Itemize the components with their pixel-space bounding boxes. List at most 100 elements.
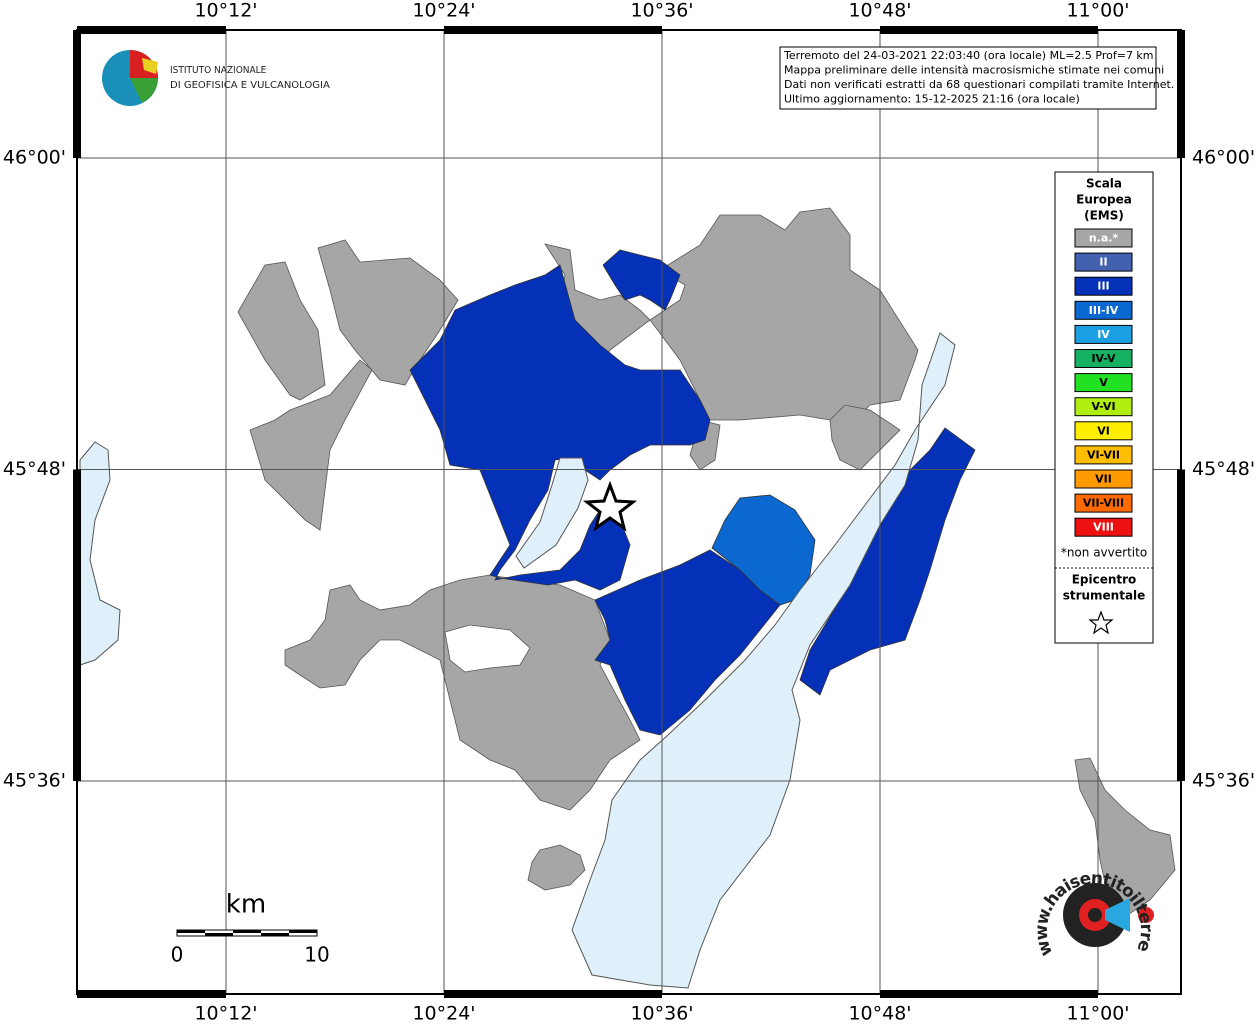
- legend-label: VII: [1095, 473, 1112, 486]
- legend-swatch: [1074, 469, 1133, 489]
- scale-unit: km: [226, 890, 266, 920]
- border-stripe: [77, 990, 226, 998]
- scale-start: 0: [171, 943, 184, 967]
- info-line: Ultimo aggiornamento: 15-12-2025 21:16 (…: [784, 93, 1080, 106]
- legend-swatch: [1074, 252, 1133, 272]
- logo-dot: [1138, 907, 1154, 923]
- legend-epicenter: strumentale: [1063, 589, 1146, 603]
- unmapped-area: [444, 624, 531, 673]
- legend-title: Scala: [1086, 177, 1122, 191]
- epicenter-star: [582, 480, 638, 532]
- latitude-label: 45°48': [3, 458, 66, 480]
- logo-text: ISTITUTO NAZIONALE: [170, 65, 267, 76]
- scale-bar: km 0 10: [171, 890, 330, 967]
- legend-label: III: [1097, 280, 1109, 293]
- logo-segment: [142, 58, 158, 74]
- logo-text: DI GEOFISICA E VULCANOLOGIA: [170, 80, 330, 91]
- legend-swatch: [1074, 397, 1133, 417]
- legend-label: n.a.*: [1089, 232, 1119, 245]
- municipality: [284, 574, 641, 811]
- map-area: [79, 207, 1176, 989]
- info-text: Terremoto del 24-03-2021 22:03:40 (ora l…: [783, 49, 1174, 106]
- legend-swatch: [1074, 276, 1133, 296]
- legend: ScalaEuropea(EMS)n.a.*IIIIIIII-IVIVIV-VV…: [1061, 177, 1147, 603]
- info-line: Terremoto del 24-03-2021 22:03:40 (ora l…: [783, 49, 1154, 62]
- border-stripe: [73, 469, 81, 781]
- municipality: [317, 239, 459, 386]
- legend-swatch: [1074, 228, 1133, 248]
- legend-note: *non avvertito: [1061, 546, 1147, 560]
- frame-border: [73, 26, 1185, 998]
- legend-star: [1088, 610, 1114, 635]
- latitude-label: 45°36': [3, 770, 66, 792]
- info-line: Dati non verificati estratti da 68 quest…: [784, 78, 1174, 91]
- legend-label: IV-V: [1091, 352, 1116, 365]
- legend-label: VIII: [1093, 521, 1114, 534]
- scale-bar-segment: [261, 933, 289, 936]
- scale-bar-segment: [177, 930, 205, 933]
- municipality: [249, 359, 373, 531]
- municipality-iii-iv: [711, 494, 816, 606]
- legend-label: II: [1099, 256, 1107, 269]
- longitude-label: 10°24': [412, 1003, 475, 1025]
- border-stripe: [1177, 469, 1185, 781]
- municipality: [409, 264, 711, 591]
- latitude-label: 46°00': [1192, 147, 1255, 169]
- scale-bar-segment: [233, 930, 261, 933]
- legend-title: (EMS): [1084, 209, 1124, 223]
- longitude-label: 10°36': [630, 1003, 693, 1025]
- legend-swatch: [1074, 517, 1133, 537]
- border-stripe: [444, 26, 662, 34]
- legend-label: VII-VIII: [1083, 497, 1124, 510]
- border-stripe: [880, 990, 1098, 998]
- municipality: [237, 261, 326, 401]
- longitude-label: 10°24': [412, 0, 475, 22]
- municipality: [799, 427, 976, 696]
- legend-swatch: [1074, 493, 1133, 513]
- legend-swatch: [1074, 445, 1133, 465]
- municipality: [1074, 757, 1176, 921]
- municipality: [527, 844, 586, 891]
- legend-label: VI: [1097, 424, 1110, 437]
- legend-label: V: [1099, 376, 1108, 389]
- ingv-logo: ISTITUTO NAZIONALE DI GEOFISICA E VULCAN…: [102, 50, 330, 106]
- legend-swatch: [1074, 349, 1133, 368]
- scale-bar-segment: [289, 930, 317, 933]
- logo-circle: [1088, 908, 1102, 922]
- legend-label: V-VI: [1091, 400, 1115, 413]
- info-line: Mappa preliminare delle intensità macros…: [784, 64, 1164, 77]
- border-stripe: [444, 990, 662, 998]
- municipalities-na: [237, 207, 1176, 921]
- latitude-label: 46°00': [3, 147, 66, 169]
- scale-end: 10: [304, 943, 329, 967]
- coordinate-labels: 10°12' 10°12' 10°24' 10°24' 10°36' 10°36' 10°4…: [3, 0, 1255, 1025]
- legend-title: Europea: [1076, 193, 1132, 207]
- lake: [571, 332, 956, 989]
- longitude-label: 10°48': [848, 0, 911, 22]
- longitude-label: 10°12': [194, 0, 257, 22]
- longitude-label: 11°00': [1066, 0, 1129, 22]
- legend-epicenter: Epicentro: [1072, 573, 1137, 587]
- border-stripe: [77, 26, 226, 34]
- border-stripe: [1177, 30, 1185, 158]
- latitude-label: 45°48': [1192, 458, 1255, 480]
- border-stripe: [880, 26, 1098, 34]
- logo-speaker: [1105, 898, 1130, 932]
- longitude-label: 11°00': [1066, 1003, 1129, 1025]
- legend-label: VI-VII: [1087, 448, 1120, 461]
- lake: [79, 441, 121, 666]
- legend-swatch: [1074, 373, 1133, 393]
- longitude-label: 10°36': [630, 0, 693, 22]
- info-box: [779, 46, 1157, 110]
- longitude-label: 10°48': [848, 1003, 911, 1025]
- latitude-label: 45°36': [1192, 770, 1255, 792]
- longitude-label: 10°12': [194, 1003, 257, 1025]
- logo-segment: [130, 78, 158, 103]
- scale-bar-segment: [205, 933, 233, 936]
- municipality: [649, 207, 919, 421]
- legend-label: IV: [1097, 328, 1110, 341]
- municipality: [602, 249, 681, 311]
- legend-swatch: [1074, 421, 1133, 441]
- municipality: [594, 549, 781, 736]
